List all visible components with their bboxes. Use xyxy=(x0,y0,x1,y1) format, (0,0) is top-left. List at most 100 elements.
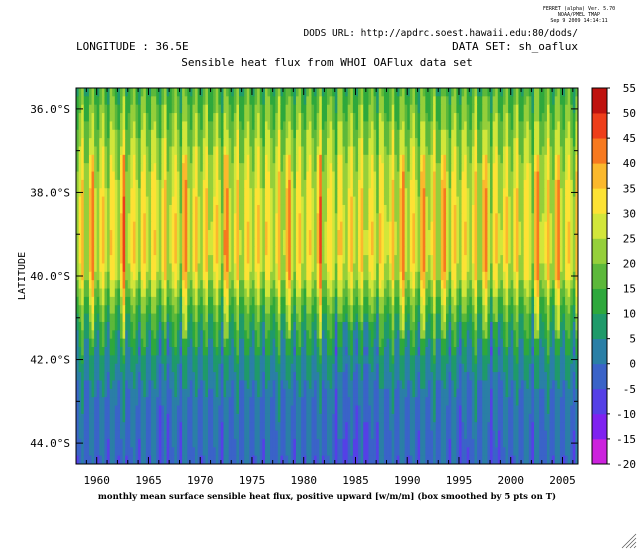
heatmap-cell xyxy=(303,246,307,256)
heatmap-cell xyxy=(195,221,199,231)
heatmap-cell xyxy=(505,163,509,173)
heatmap-cell xyxy=(202,146,206,156)
heatmap-cell xyxy=(163,204,168,214)
heatmap-cell xyxy=(99,196,103,206)
heatmap-cell xyxy=(83,230,87,239)
heatmap-cell xyxy=(386,171,390,181)
heatmap-cell xyxy=(246,246,250,256)
heatmap-cell xyxy=(295,280,300,290)
heatmap-cell xyxy=(153,296,157,306)
heatmap-cell xyxy=(161,121,165,131)
heatmap-cell xyxy=(508,179,512,189)
heatmap-cell xyxy=(332,238,336,248)
heatmap-cell xyxy=(314,263,318,273)
heatmap-cell xyxy=(562,163,566,173)
heatmap-cell xyxy=(156,113,160,122)
heatmap-cell xyxy=(246,138,250,147)
heatmap-cell xyxy=(156,238,160,248)
heatmap-cell xyxy=(464,204,468,214)
heatmap-cell xyxy=(218,213,222,223)
heatmap-cell xyxy=(363,296,367,306)
heatmap-cell xyxy=(479,255,483,264)
heatmap-cell xyxy=(329,271,333,281)
heatmap-cell xyxy=(451,88,455,97)
heatmap-cell xyxy=(427,255,432,264)
heatmap-cell xyxy=(179,104,183,114)
heatmap-cell xyxy=(399,104,403,114)
heatmap-cell xyxy=(101,171,105,181)
heatmap-cell xyxy=(528,230,532,239)
heatmap-cell xyxy=(502,104,507,114)
heatmap-cell xyxy=(125,204,129,214)
heatmap-cell xyxy=(402,129,406,139)
heatmap-cell xyxy=(127,121,131,131)
heatmap-cell xyxy=(554,196,558,206)
heatmap-cell xyxy=(210,171,214,181)
heatmap-cell xyxy=(345,129,349,139)
heatmap-cell xyxy=(192,154,196,164)
heatmap-cell xyxy=(213,238,217,248)
heatmap-cell xyxy=(490,280,494,290)
heatmap-cell xyxy=(293,255,297,264)
heatmap-cell xyxy=(324,238,328,248)
heatmap-cell xyxy=(132,138,137,147)
heatmap-cell xyxy=(301,113,305,122)
heatmap-cell xyxy=(443,271,447,281)
heatmap-cell xyxy=(378,104,382,114)
heatmap-cell xyxy=(298,230,302,239)
heatmap-cell xyxy=(151,88,155,97)
heatmap-cell xyxy=(138,113,142,122)
heatmap-cell xyxy=(456,88,460,97)
heatmap-cell xyxy=(342,296,346,306)
heatmap-cell xyxy=(215,104,219,114)
heatmap-cell xyxy=(332,121,336,131)
heatmap-cell xyxy=(205,271,209,281)
heatmap-cell xyxy=(264,204,268,214)
heatmap-cell xyxy=(565,138,569,147)
heatmap-cell xyxy=(515,146,519,156)
heatmap-cell xyxy=(378,288,382,298)
heatmap-cell xyxy=(262,179,266,189)
heatmap-cell xyxy=(368,238,372,248)
heatmap-cell xyxy=(334,280,338,290)
heatmap-cell xyxy=(109,230,113,239)
heatmap-cell xyxy=(88,230,93,239)
heatmap-cell xyxy=(270,104,274,114)
heatmap-cell xyxy=(546,129,551,139)
heatmap-cell xyxy=(215,196,219,206)
heatmap-cell xyxy=(425,230,429,239)
heatmap-cell xyxy=(306,238,310,248)
heatmap-cell xyxy=(179,129,183,139)
heatmap-cell xyxy=(497,238,501,248)
heatmap-cell xyxy=(495,188,499,198)
heatmap-cell xyxy=(458,96,463,106)
heatmap-cell xyxy=(306,96,310,106)
heatmap-cell xyxy=(412,238,416,248)
heatmap-cell xyxy=(210,271,214,281)
heatmap-cell xyxy=(233,263,237,273)
heatmap-cell xyxy=(378,179,382,189)
heatmap-cell xyxy=(262,104,266,114)
heatmap-cell xyxy=(187,230,191,239)
heatmap-cell xyxy=(536,163,540,173)
heatmap-cell xyxy=(145,96,149,106)
heatmap-cell xyxy=(552,96,556,106)
heatmap-cell xyxy=(531,138,535,147)
heatmap-cell xyxy=(376,213,380,223)
heatmap-cell xyxy=(482,288,486,298)
heatmap-cell xyxy=(433,154,437,164)
heatmap-cell xyxy=(355,221,359,231)
heatmap-cell xyxy=(508,246,512,256)
heatmap-cell xyxy=(176,288,181,298)
heatmap-cell xyxy=(163,138,168,147)
heatmap-cell xyxy=(451,230,455,239)
heatmap-cell xyxy=(391,179,395,189)
heatmap-cell xyxy=(303,263,307,273)
heatmap-cell xyxy=(205,138,209,147)
heatmap-cell xyxy=(365,179,369,189)
heatmap-cell xyxy=(515,113,519,122)
heatmap-cell xyxy=(339,196,344,206)
heatmap-cell xyxy=(285,188,289,198)
heatmap-cell xyxy=(515,154,519,164)
heatmap-cell xyxy=(502,238,507,248)
